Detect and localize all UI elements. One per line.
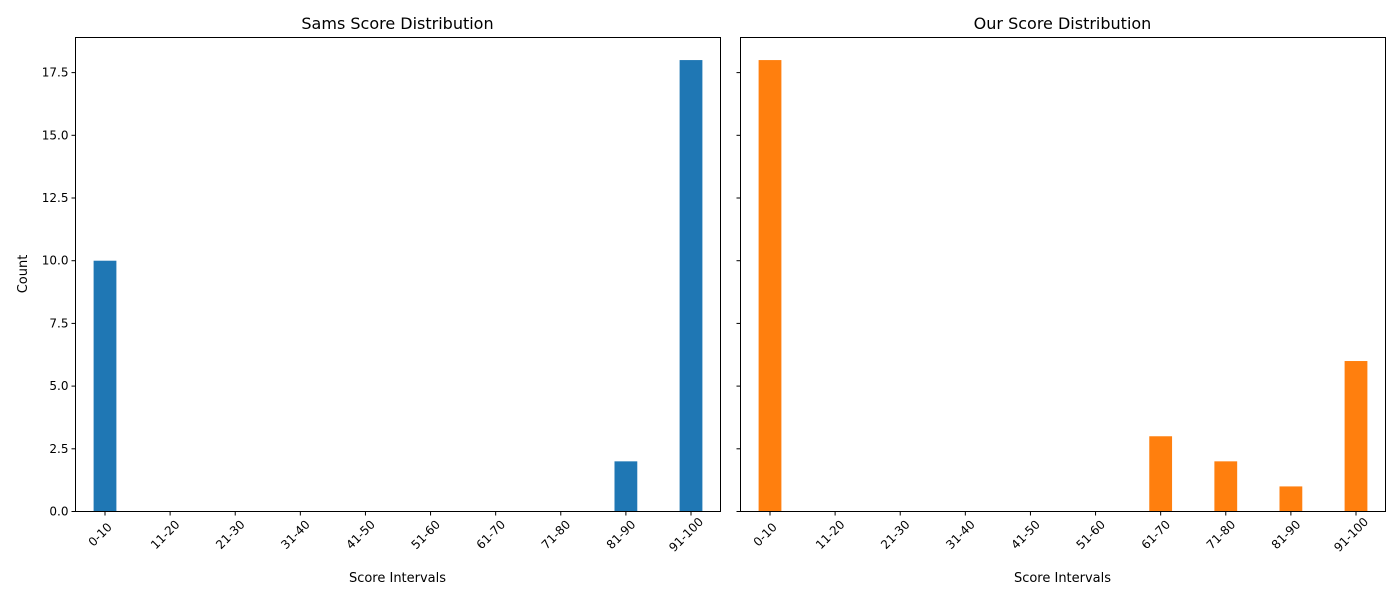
y-tick-label: 17.5 [42,66,69,80]
x-tick-label: 51-60 [408,517,443,552]
subplot-sams: Sams Score Distribution 0.0 2.5 5.0 7.5 10.0… [16,14,721,586]
bar-81-90 [614,461,638,512]
y-ticks [736,72,741,512]
y-tick-label: 12.5 [42,191,69,205]
chart-title: Sams Score Distribution [301,14,493,33]
y-axis-label: Count [16,255,31,294]
axes-frame [75,37,721,512]
bars [93,60,703,512]
axes-frame [740,37,1386,512]
x-axis-label: Score Intervals [1014,571,1111,586]
x-tick-label: 11-20 [813,517,848,552]
y-tick-label: 0.0 [49,505,68,519]
x-tick-label: 91-100 [666,515,706,555]
x-tick-label: 71-80 [539,517,574,552]
bar-61-70 [1149,436,1173,512]
x-tick-label: 41-50 [1008,517,1043,552]
bar-91-100 [1344,361,1368,512]
x-tick-label: 61-70 [474,517,509,552]
subplot-ours: Our Score Distribution 0-10 11-20 21-30 31-… [736,14,1386,586]
x-tick-label: 11-20 [148,517,183,552]
y-ticks: 0.0 2.5 5.0 7.5 10.0 12.5 15.0 17.5 [42,66,76,519]
x-ticks: 0-10 11-20 21-30 31-40 41-50 51-60 61-70 71-80 8… [86,511,706,555]
x-tick-label: 41-50 [343,517,378,552]
y-tick-label: 7.5 [49,316,68,330]
x-tick-label: 31-40 [943,517,978,552]
bar-71-80 [1214,461,1238,512]
x-tick-label: 21-30 [213,517,248,552]
x-tick-label: 31-40 [278,517,313,552]
x-ticks: 0-10 11-20 21-30 31-40 41-50 51-60 61-70 71-80 8… [751,511,1371,555]
bar-91-100 [679,60,703,512]
y-tick-label: 5.0 [49,379,68,393]
y-tick-label: 2.5 [49,442,68,456]
x-tick-label: 0-10 [751,520,780,549]
bar-0-10 [758,60,782,512]
x-tick-label: 81-90 [1269,517,1304,552]
x-tick-label: 21-30 [878,517,913,552]
x-tick-label: 51-60 [1073,517,1108,552]
bar-81-90 [1279,486,1303,512]
x-tick-label: 81-90 [604,517,639,552]
x-tick-label: 0-10 [86,520,115,549]
chart-title: Our Score Distribution [974,14,1152,33]
bars [758,60,1368,512]
y-tick-label: 15.0 [42,128,69,142]
y-tick-label: 10.0 [42,254,69,268]
x-tick-label: 61-70 [1139,517,1174,552]
x-axis-label: Score Intervals [349,571,446,586]
bar-0-10 [93,260,117,512]
x-tick-label: 71-80 [1204,517,1239,552]
x-tick-label: 91-100 [1331,515,1371,555]
